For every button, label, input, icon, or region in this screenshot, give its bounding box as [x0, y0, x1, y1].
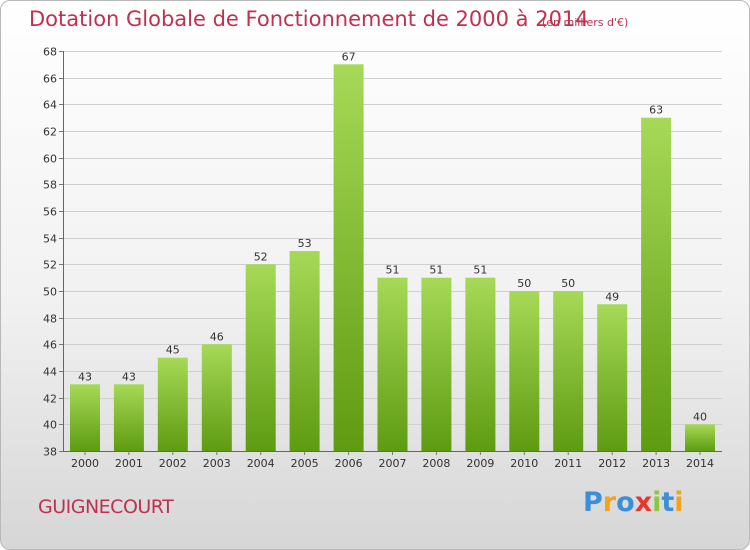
y-tick-label: 46 — [43, 339, 57, 352]
chart-subtitle: (en milliers d'€) — [542, 16, 629, 29]
x-tick-label: 2013 — [642, 457, 670, 470]
x-tick-label: 2011 — [554, 457, 582, 470]
data-label: 45 — [166, 344, 180, 357]
bar — [465, 277, 496, 451]
bar — [553, 291, 584, 451]
x-tick-label: 2005 — [291, 457, 319, 470]
data-label: 51 — [473, 264, 487, 277]
bar — [597, 304, 628, 451]
data-label: 50 — [517, 277, 531, 290]
data-label: 51 — [386, 264, 400, 277]
data-label: 49 — [605, 290, 619, 303]
data-label: 63 — [649, 104, 663, 117]
y-tick-label: 66 — [43, 73, 57, 86]
chart-title: Dotation Globale de Fonctionnement de 20… — [29, 7, 589, 31]
bar — [685, 424, 715, 451]
y-tick-label: 48 — [43, 313, 57, 326]
y-tick-label: 64 — [43, 99, 57, 112]
y-tick-label: 40 — [43, 419, 57, 432]
bar — [245, 264, 276, 451]
bar — [333, 64, 364, 452]
data-label: 53 — [298, 237, 312, 250]
x-tick-label: 2007 — [379, 457, 407, 470]
y-tick-label: 38 — [43, 446, 57, 459]
data-label: 51 — [429, 264, 443, 277]
bar — [113, 384, 144, 451]
bar — [421, 277, 452, 451]
proxiti-logo[interactable]: Proxiti — [583, 487, 684, 518]
x-tick-label: 2002 — [159, 457, 187, 470]
y-tick-label: 44 — [43, 366, 57, 379]
bar — [289, 251, 320, 451]
y-tick-label: 60 — [43, 153, 57, 166]
x-tick-label: 2004 — [247, 457, 275, 470]
bar — [377, 277, 408, 451]
bar — [509, 291, 540, 451]
x-tick-label: 2009 — [466, 457, 494, 470]
y-tick-label: 68 — [43, 46, 57, 59]
y-tick-label: 58 — [43, 179, 57, 192]
bar — [201, 344, 232, 451]
y-tick-label: 52 — [43, 259, 57, 272]
x-tick-label: 2000 — [71, 457, 99, 470]
bar — [641, 117, 672, 451]
data-label: 52 — [254, 250, 268, 263]
y-tick-label: 50 — [43, 286, 57, 299]
x-tick-label: 2001 — [115, 457, 143, 470]
data-label: 43 — [78, 370, 92, 383]
x-tick-label: 2008 — [422, 457, 450, 470]
x-tick-label: 2012 — [598, 457, 626, 470]
y-tick-label: 42 — [43, 393, 57, 406]
x-tick-label: 2006 — [335, 457, 363, 470]
data-label: 46 — [210, 330, 224, 343]
bars: 43 43 45 46 52 53 67 51 51 51 50 50 49 63 40 — [70, 50, 715, 452]
axes: 38 40 42 44 46 48 50 52 54 56 58 60 62 64 66 68 2000 2001… — [43, 46, 722, 470]
bar — [70, 384, 100, 451]
y-tick-label: 56 — [43, 206, 57, 219]
data-label: 40 — [693, 410, 707, 423]
data-label: 50 — [561, 277, 575, 290]
x-tick-label: 2010 — [510, 457, 538, 470]
x-tick-label: 2014 — [686, 457, 714, 470]
x-tick-label: 2003 — [203, 457, 231, 470]
data-label: 43 — [122, 370, 136, 383]
y-tick-label: 62 — [43, 126, 57, 139]
data-label: 67 — [342, 50, 356, 63]
y-tick-label: 54 — [43, 233, 57, 246]
bar — [157, 357, 188, 451]
commune-name: GUIGNECOURT — [38, 496, 174, 518]
